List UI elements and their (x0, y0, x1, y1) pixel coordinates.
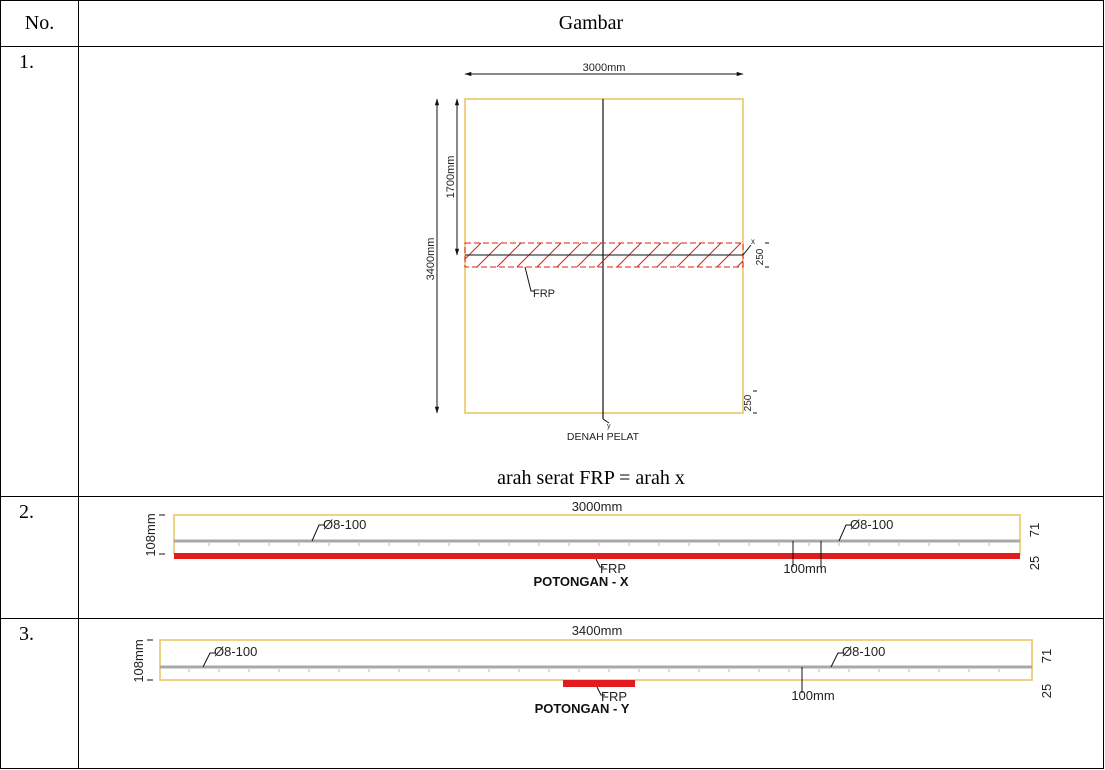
rebar-ticks (188, 669, 1000, 672)
frp-strip-section (563, 680, 635, 687)
offset-label: 1700mm (445, 156, 457, 199)
frp-leader (596, 686, 605, 696)
section-x-drawing: 3000mm 108mm Ø8-100 (143, 499, 1042, 589)
frp-leader (524, 266, 535, 292)
section-x-cell: 3000mm 108mm Ø8-100 (78, 496, 1104, 619)
edge-width-label: 250 (743, 394, 754, 411)
fiber-direction-caption: arah serat FRP = arah x (497, 467, 685, 489)
frp-label: FRP (533, 288, 555, 300)
section-title: POTONGAN - Y (535, 701, 630, 716)
header-gambar: Gambar (78, 0, 1104, 47)
depth-label: 108mm (143, 513, 158, 556)
rebar-left-label: Ø8-100 (323, 517, 366, 532)
plan-drawing: 3000mm 3400mm 1700mm (425, 62, 769, 443)
strip-width-label: 250 (755, 248, 766, 265)
section-title: POTONGAN - X (533, 574, 628, 589)
spacing-label: 100mm (783, 561, 826, 576)
frp-label: FRP (600, 561, 626, 576)
plan-title: DENAH PELAT (567, 431, 640, 443)
rebar-left-label: Ø8-100 (214, 644, 257, 659)
section-y-cell: 3400mm 108mm (78, 618, 1104, 769)
rebar-right-label: Ø8-100 (842, 644, 885, 659)
rebar-right-leader (830, 652, 844, 668)
plan-drawing-cell: 3000mm 3400mm 1700mm (78, 46, 1104, 497)
frp-label: FRP (601, 689, 627, 704)
width-label: 3000mm (583, 62, 626, 74)
height-label: 3400mm (425, 238, 437, 281)
cover-top-label: 71 (1039, 649, 1054, 663)
span-label: 3400mm (572, 623, 623, 638)
cover-bottom-label: 25 (1039, 684, 1054, 698)
frp-strip (464, 242, 744, 268)
x-axis-arrow (742, 244, 752, 256)
rebar-left-leader (311, 524, 325, 542)
depth-label: 108mm (131, 639, 146, 682)
cover-top-label: 71 (1027, 523, 1042, 537)
cover-bottom-label: 25 (1027, 556, 1042, 570)
rebar-ticks (208, 543, 990, 546)
frp-leader (595, 558, 604, 568)
section-y-drawing: 3400mm 108mm (131, 623, 1054, 716)
rebar-right-label: Ø8-100 (850, 517, 893, 532)
row-number: 3. (0, 618, 79, 769)
spacing-label: 100mm (791, 688, 834, 703)
x-axis-label: x (751, 237, 755, 246)
frp-sheet (174, 553, 1020, 559)
span-label: 3000mm (572, 499, 623, 514)
slab-section (159, 639, 1033, 681)
row-number: 1. (0, 46, 79, 497)
header-no: No. (0, 0, 79, 47)
rebar-right-leader (838, 524, 852, 542)
row-number: 2. (0, 496, 79, 619)
y-axis-label: y (607, 423, 611, 430)
slab-outline (464, 98, 744, 414)
rebar-left-leader (202, 652, 216, 668)
